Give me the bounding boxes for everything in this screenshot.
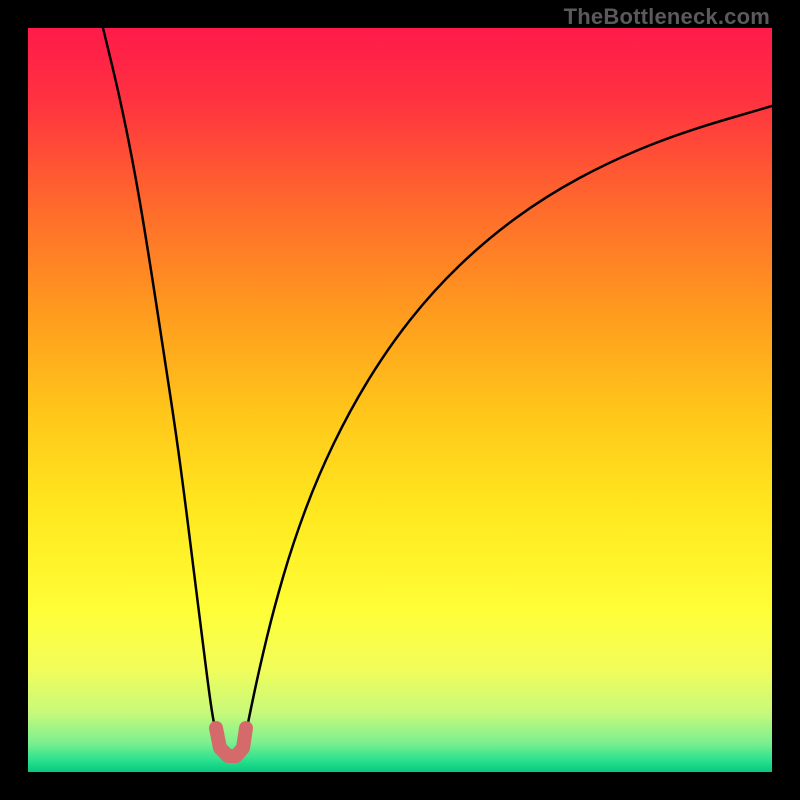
curve-layer [28, 28, 772, 772]
bottleneck-curve [103, 28, 772, 733]
chart-frame: TheBottleneck.com [0, 0, 800, 800]
plot-area [28, 28, 772, 772]
valley-marker [216, 728, 246, 756]
watermark-text: TheBottleneck.com [564, 4, 770, 30]
